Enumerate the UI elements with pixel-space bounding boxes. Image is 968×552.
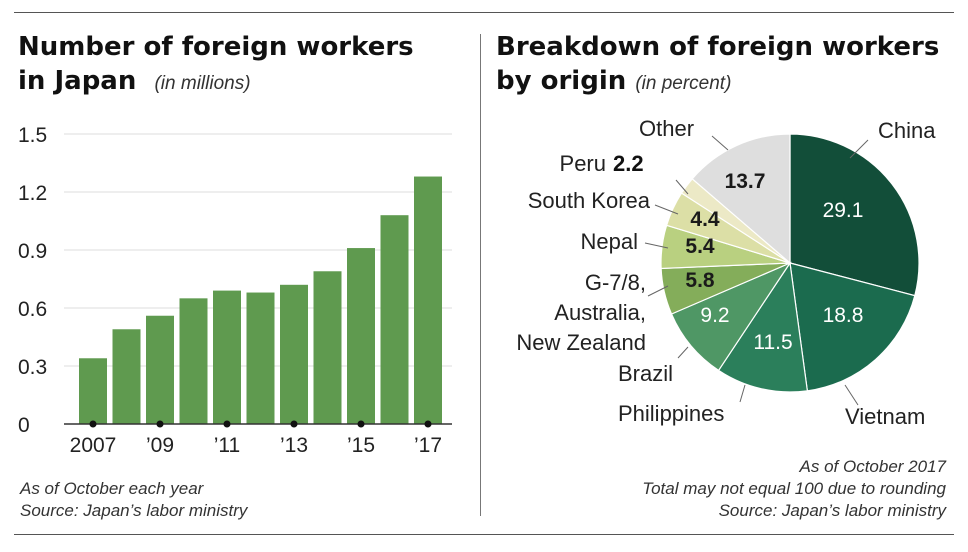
- y-tick-label: 1.5: [18, 124, 47, 147]
- bottom-rule: [14, 534, 954, 535]
- leader-line: [711, 135, 729, 151]
- pie-label-nepal: Nepal: [581, 229, 638, 254]
- pie-label-vietnam: Vietnam: [845, 404, 925, 429]
- left-chart-title: Number of foreign workers in Japan (in m…: [18, 30, 414, 101]
- bar: [280, 284, 308, 424]
- right-title-line1: Breakdown of foreign workers: [496, 32, 940, 62]
- pie-label-philippines: Philippines: [618, 401, 724, 426]
- leader-line: [675, 179, 689, 195]
- bar-chart: 0 0.3 0.6 0.9 1.2 1.5 2007 ’09 ’11 ’13 ’15 ’17: [18, 124, 452, 457]
- right-note-asof: As of October 2017: [799, 457, 946, 476]
- bar: [347, 248, 375, 424]
- leader-line: [844, 384, 859, 406]
- x-tick-dot: [424, 420, 432, 428]
- left-title-line1: Number of foreign workers: [18, 32, 414, 62]
- y-tick-label: 1.2: [18, 182, 47, 205]
- left-note-source: Source: Japan’s labor ministry: [20, 501, 248, 520]
- y-tick-label: 0.3: [18, 356, 47, 379]
- pie-label-south-korea: South Korea: [528, 188, 651, 213]
- pie-value-peru: 2.2: [613, 151, 644, 176]
- pie-value-label: 4.4: [690, 208, 720, 231]
- panel-divider: [480, 34, 481, 516]
- y-tick-label: 0.9: [18, 240, 47, 263]
- x-tick-label: ’13: [280, 434, 308, 457]
- x-tick-dot: [89, 420, 97, 428]
- y-tick-label: 0: [18, 414, 30, 437]
- bar: [246, 292, 275, 424]
- leader-line: [644, 242, 669, 249]
- right-notes: As of October 2017 Total may not equal 1…: [642, 456, 946, 522]
- x-tick-dot: [357, 420, 365, 428]
- pie-label-other: Other: [639, 116, 694, 141]
- x-tick-dot: [156, 420, 164, 428]
- left-unit-label: (in millions): [154, 73, 251, 94]
- bar: [380, 215, 409, 424]
- left-title-line2: in Japan (in millions): [18, 66, 251, 96]
- right-title-line2: by origin (in percent): [496, 66, 732, 96]
- pie-value-label: 9.2: [700, 304, 729, 327]
- left-note-asof: As of October each year: [20, 479, 204, 498]
- right-chart-title: Breakdown of foreign workers by origin (…: [496, 30, 939, 101]
- bar: [112, 329, 141, 424]
- pie-value-label: 5.4: [685, 235, 715, 258]
- pie-chart: 29.1 18.8 11.5 9.2 5.8 5.4 4.413.7 China Vietnam…: [516, 116, 936, 429]
- leader-line: [647, 285, 669, 297]
- x-tick-label: ’11: [214, 434, 240, 457]
- leader-line: [677, 346, 689, 359]
- pie-value-label: 5.8: [685, 269, 715, 292]
- leader-line: [849, 139, 869, 159]
- x-tick-dot: [290, 420, 298, 428]
- pie-value-label: 18.8: [823, 304, 864, 327]
- pie-slice: [717, 261, 809, 393]
- x-tick-label: 2007: [70, 434, 117, 457]
- top-rule: [14, 12, 954, 13]
- x-tick-label: ’17: [414, 434, 442, 457]
- left-notes: As of October each year Source: Japan’s …: [20, 478, 247, 522]
- right-unit-label: (in percent): [635, 73, 732, 94]
- bar: [146, 315, 174, 424]
- x-tick-label: ’15: [347, 434, 375, 457]
- pie-slice: [789, 262, 916, 392]
- y-tick-label: 0.6: [18, 298, 47, 321]
- pie-value-label: 13.7: [725, 170, 766, 193]
- pie-slice: [691, 133, 791, 265]
- bar: [79, 358, 107, 424]
- pie-slice: [789, 133, 920, 297]
- pie-label-brazil: Brazil: [618, 361, 673, 386]
- pie-label-peru: Peru: [560, 151, 606, 176]
- x-tick-dot: [223, 420, 231, 428]
- right-note-source: Source: Japan’s labor ministry: [718, 501, 946, 520]
- pie-label-g7-line: G-7/8,: [585, 270, 646, 295]
- bar: [213, 290, 241, 424]
- pie-value-label: 11.5: [753, 331, 792, 354]
- x-tick-label: ’09: [146, 434, 174, 457]
- bar: [313, 271, 342, 424]
- right-note-rounding: Total may not equal 100 due to rounding: [642, 479, 946, 498]
- bar: [179, 298, 208, 424]
- pie-label-china: China: [878, 118, 936, 143]
- pie-label-g7-line: Australia,: [554, 300, 646, 325]
- leader-line: [654, 204, 679, 215]
- bar: [414, 176, 442, 424]
- leader-line: [739, 384, 746, 403]
- pie-label-g7-line: New Zealand: [516, 330, 646, 355]
- pie-value-label: 29.1: [823, 199, 864, 222]
